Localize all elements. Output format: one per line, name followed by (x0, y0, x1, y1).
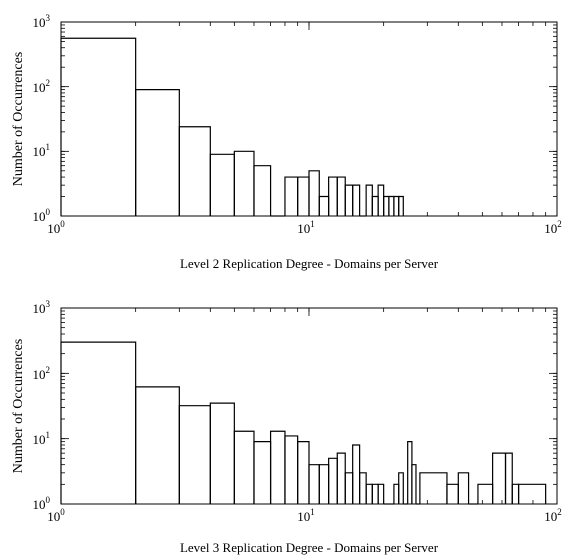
histogram-bar (383, 195, 390, 216)
histogram-bar (328, 457, 338, 504)
histogram-bar (318, 195, 330, 216)
y-tick-label: 102 (33, 365, 51, 382)
histogram-bar (336, 452, 346, 504)
chart-level-2: 100 101 102 103 100 101 102 Level 2 Repl… (11, 13, 562, 271)
histogram-bar (344, 184, 354, 216)
histogram-bars (60, 37, 404, 217)
histogram-bar (253, 165, 272, 216)
x-tick-label: 101 (297, 507, 315, 524)
histogram-bars (60, 341, 547, 505)
histogram-bar (308, 464, 320, 504)
histogram-bar (209, 153, 235, 216)
y-tick-label: 100 (33, 207, 51, 224)
histogram-bar (284, 176, 299, 216)
y-axis-label: Number of Occurrences (11, 52, 26, 187)
histogram-bar (446, 483, 459, 504)
histogram-bar (233, 150, 255, 216)
histogram-bar (135, 386, 180, 504)
axis-ticks (61, 22, 557, 216)
histogram-bar (328, 176, 338, 216)
histogram-bar (504, 452, 513, 504)
histogram-bar (233, 430, 255, 504)
x-axis-label: Level 3 Replication Degree - Domains per… (180, 540, 439, 555)
y-tick-label: 101 (33, 142, 51, 159)
histogram-bar (511, 483, 520, 504)
histogram-bar (60, 37, 137, 216)
histogram-bar (377, 483, 385, 504)
y-tick-label: 102 (33, 78, 51, 95)
histogram-bar (398, 472, 404, 504)
histogram-bar (477, 483, 494, 504)
histogram-bar (178, 405, 211, 504)
histogram-bar (517, 483, 547, 504)
histogram-bar (419, 472, 448, 504)
histogram-bar (269, 430, 286, 504)
x-tick-label: 101 (297, 219, 315, 236)
histogram-bar (388, 195, 395, 216)
x-tick-label: 102 (544, 219, 562, 236)
histogram-bar (352, 444, 361, 504)
histogram-bar (407, 441, 413, 504)
y-tick-label: 103 (33, 13, 51, 30)
histogram-bar (365, 184, 373, 216)
histogram-bar (135, 89, 180, 216)
histogram-bar (371, 195, 379, 216)
histogram-bar (352, 184, 361, 216)
histogram-bar (297, 176, 310, 216)
x-tick-label: 100 (47, 219, 65, 236)
y-tick-label: 101 (33, 430, 51, 447)
histogram-bar (178, 126, 211, 216)
histogram-bar (318, 464, 330, 504)
histogram-bar (393, 195, 400, 216)
histogram-bar (308, 170, 320, 216)
histogram-bar (492, 452, 507, 504)
histogram-bar (60, 341, 137, 504)
histogram-bar (457, 472, 470, 504)
histogram-bar (297, 441, 310, 504)
x-axis-label: Level 2 Replication Degree - Domains per… (180, 256, 439, 271)
x-tick-label: 100 (47, 507, 65, 524)
histogram-bar (209, 402, 235, 504)
y-tick-label: 103 (33, 299, 51, 316)
histogram-bar (371, 483, 379, 504)
histogram-bar (344, 472, 354, 504)
histogram-bar (336, 176, 346, 216)
chart-level-3: 100 101 102 103 100 101 102 Level 3 Repl… (11, 299, 562, 555)
histogram-bar (365, 483, 373, 504)
histogram-bar (398, 195, 404, 216)
histogram-bar (393, 483, 400, 504)
histogram-bar (377, 184, 385, 216)
histogram-bar (411, 464, 417, 504)
y-tick-label: 100 (33, 495, 51, 512)
histogram-bar (359, 472, 367, 504)
histogram-bar (253, 441, 272, 504)
y-axis-label: Number of Occurrences (11, 339, 26, 474)
x-tick-label: 102 (544, 507, 562, 524)
histogram-bar (284, 435, 299, 504)
